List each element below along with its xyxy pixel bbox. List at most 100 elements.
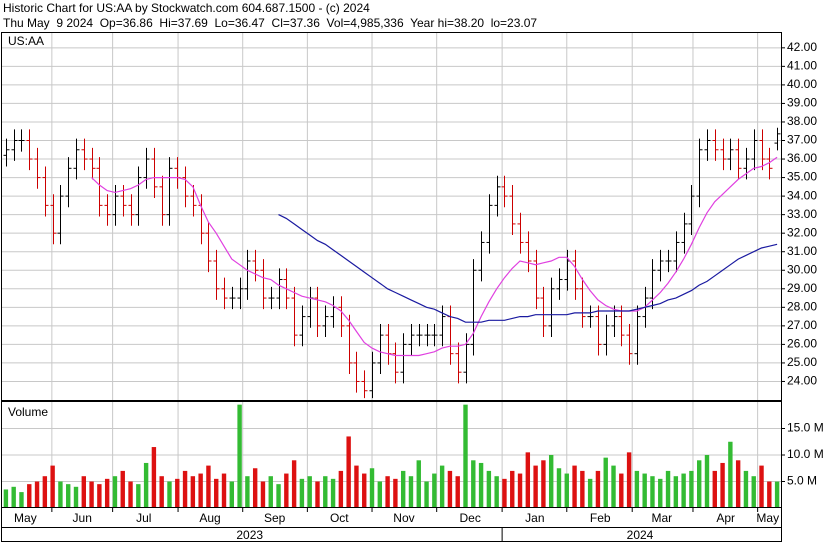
- volume-bar: [369, 468, 375, 508]
- volume-bar: [603, 457, 608, 508]
- volume-bar: [642, 473, 647, 508]
- volume-bar: [541, 460, 546, 508]
- marks: [3, 127, 781, 508]
- volume-bar: [112, 476, 118, 508]
- volume-bar: [525, 452, 531, 508]
- x-tick-label: Jul: [136, 511, 151, 525]
- volume-bar: [447, 470, 453, 508]
- y-tick-label: 25.00: [787, 355, 817, 369]
- volume-bar: [385, 476, 390, 508]
- volume-bar: [221, 473, 227, 508]
- volume-bar: [260, 481, 266, 508]
- volume-bar: [362, 473, 367, 508]
- volume-bar: [424, 481, 429, 508]
- y-tick-label: 38.00: [787, 114, 817, 128]
- x-tick-label: Mar: [651, 511, 672, 525]
- volume-bar: [284, 473, 289, 508]
- volume-bar: [712, 470, 717, 508]
- volume-bar: [299, 478, 305, 508]
- volume-bar: [268, 476, 273, 508]
- x-tick-label: Jun: [73, 511, 92, 525]
- x-tick-label: Apr: [716, 511, 735, 525]
- volume-bar: [97, 484, 102, 508]
- volume-bar: [377, 481, 383, 508]
- volume-bar: [564, 473, 569, 508]
- volume-bar: [120, 470, 125, 508]
- volume-bar: [416, 460, 421, 508]
- x-axis-frame: [1, 507, 782, 542]
- x-tick-label: Feb: [590, 511, 611, 525]
- volume-bar: [471, 460, 476, 508]
- volume-bar: [408, 476, 414, 508]
- volume-bar: [167, 481, 172, 508]
- volume-bar: [463, 404, 468, 508]
- volume-bar: [136, 484, 141, 508]
- y-tick-label: 40.00: [787, 77, 817, 91]
- volume-bar: [42, 476, 48, 508]
- volume-bar: [704, 455, 710, 508]
- volume-bar: [494, 476, 499, 508]
- y-tick-label: 32.00: [787, 225, 817, 239]
- volume-bar: [517, 473, 523, 508]
- volume-bar: [346, 436, 351, 508]
- y-tick-label: 37.00: [787, 133, 817, 147]
- volume-bar: [50, 465, 55, 508]
- y-tick-label: 33.00: [787, 207, 817, 221]
- volume-bar: [595, 470, 601, 508]
- volume-bar: [510, 470, 515, 508]
- volume-bar: [245, 476, 250, 508]
- x-tick-label: May: [756, 511, 779, 525]
- volume-bar: [175, 478, 180, 508]
- volume-bar: [128, 481, 133, 508]
- y-tick-label: 36.00: [787, 151, 817, 165]
- y-tick-label: 29.00: [787, 281, 817, 295]
- volume-bar: [104, 478, 110, 508]
- x-tick-label: Nov: [393, 511, 414, 525]
- volume-bar: [587, 478, 593, 508]
- volume-bar: [767, 481, 772, 508]
- x-tick-label: Jan: [525, 511, 544, 525]
- x-tick-label: Dec: [460, 511, 481, 525]
- y-tick-label: 28.00: [787, 299, 817, 313]
- volume-bar: [548, 455, 554, 508]
- y-tick-label: 15.0 M: [787, 421, 824, 435]
- year-label: 2024: [627, 528, 654, 542]
- volume-bar: [182, 470, 188, 508]
- volume-bar: [252, 468, 258, 508]
- volume-bar: [556, 468, 562, 508]
- volume-bar: [658, 478, 663, 508]
- volume-bar: [19, 492, 24, 508]
- volume-bar: [665, 470, 671, 508]
- volume-bar: [393, 478, 398, 508]
- volume-bar: [237, 404, 242, 508]
- price-frame: [1, 32, 782, 401]
- y-tick-label: 31.00: [787, 244, 817, 258]
- y-tick-label: 10.0 M: [787, 447, 824, 461]
- volume-bar: [89, 481, 94, 508]
- volume-bar: [3, 489, 9, 508]
- volume-bar: [611, 465, 616, 508]
- y-tick-label: 34.00: [787, 188, 817, 202]
- volume-bar: [206, 465, 211, 508]
- volume-bar: [673, 476, 679, 508]
- volume-bar: [151, 447, 157, 508]
- year-label: 2023: [236, 528, 263, 542]
- y-tick-label: 42.00: [787, 40, 817, 54]
- price-panel-label: US:AA: [8, 34, 44, 48]
- volume-bar: [439, 465, 445, 508]
- volume-panel-label: Volume: [8, 405, 48, 419]
- volume-bar: [159, 476, 164, 508]
- volume-bar: [291, 460, 297, 508]
- volume-bar: [307, 476, 312, 508]
- moving-average: [278, 214, 778, 323]
- volume-bar: [580, 470, 585, 508]
- volume-bar: [214, 478, 219, 508]
- x-tick-label: Sep: [264, 511, 286, 525]
- moving-average: [91, 156, 778, 357]
- volume-bar: [572, 465, 577, 508]
- volume-bar: [774, 481, 780, 508]
- volume-bar: [338, 470, 344, 508]
